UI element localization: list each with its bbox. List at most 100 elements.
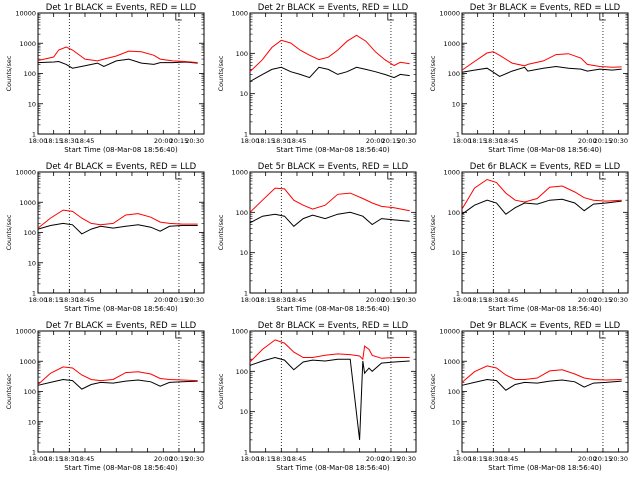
y-tick-label: 1000 (443, 169, 460, 177)
x-tick-label: 20:00 (366, 137, 385, 145)
chart-panel-5: Det 5r BLACK = Events, RED = LLD18:0018:… (217, 162, 417, 313)
x-axis-label: Start Time (08-Mar-08 18:56:40) (488, 146, 602, 154)
x-tick-label: 18:15 (468, 137, 487, 145)
chart-title: Det 2r BLACK = Events, RED = LLD (258, 3, 409, 13)
y-tick-label: 1 (244, 290, 248, 298)
x-tick-label: 20:00 (154, 137, 173, 145)
chart-title: Det 6r BLACK = Events, RED = LLD (470, 162, 621, 172)
chart-title: Det 9r BLACK = Events, RED = LLD (470, 321, 621, 331)
x-tick-label: 18:45 (288, 296, 307, 304)
x-tick-label: 18:00 (453, 455, 472, 463)
y-axis-label: Counts/sec (217, 55, 225, 91)
y-tick-label: 1000 (19, 199, 36, 207)
x-tick-label: 20:15 (382, 137, 401, 145)
series-lld-line (461, 178, 622, 210)
x-tick-label: 20:00 (578, 455, 597, 463)
x-axis-label: Start Time (08-Mar-08 18:56:40) (64, 305, 178, 313)
chart-panel-6: Det 6r BLACK = Events, RED = LLD18:0018:… (429, 162, 629, 313)
y-tick-label: 1 (32, 131, 36, 139)
x-tick-label: 18:45 (76, 137, 95, 145)
series-lld-line (249, 187, 410, 213)
series-events-line (249, 356, 410, 440)
x-axis-label: Start Time (08-Mar-08 18:56:40) (64, 146, 178, 154)
x-tick-label: 20:30 (397, 455, 416, 463)
y-tick-label: 100 (24, 70, 36, 78)
marker-bracket (599, 172, 606, 180)
y-axis-label: Counts/sec (217, 373, 225, 409)
y-tick-label: 10000 (15, 169, 36, 177)
y-axis-label: Counts/sec (5, 373, 13, 409)
x-tick-label: 18:15 (256, 296, 275, 304)
y-tick-label: 1 (456, 449, 460, 457)
x-tick-label: 18:15 (44, 137, 63, 145)
x-axis-label: Start Time (08-Mar-08 18:56:40) (276, 464, 390, 472)
x-tick-label: 18:15 (468, 296, 487, 304)
chart-panel-3: Det 3r BLACK = Events, RED = LLD18:0018:… (429, 3, 629, 154)
marker-bracket (387, 172, 394, 180)
x-tick-label: 18:45 (288, 455, 307, 463)
series-events-line (461, 378, 622, 391)
series-lld-line (461, 51, 622, 71)
x-tick-label: 18:45 (500, 296, 519, 304)
x-tick-label: 18:30 (484, 296, 503, 304)
x-tick-label: 18:15 (44, 296, 63, 304)
chart-title: Det 8r BLACK = Events, RED = LLD (258, 321, 409, 331)
x-tick-label: 20:15 (382, 455, 401, 463)
x-tick-label: 20:15 (170, 137, 189, 145)
y-axis-label: Counts/sec (5, 55, 13, 91)
plot-frame (249, 330, 417, 453)
marker-bracket (175, 13, 182, 21)
chart-panel-2: Det 2r BLACK = Events, RED = LLD18:0018:… (217, 3, 417, 154)
x-tick-label: 18:30 (484, 455, 503, 463)
marker-bracket (175, 331, 182, 339)
y-tick-label: 1000 (19, 358, 36, 366)
y-tick-label: 1 (456, 290, 460, 298)
chart-title: Det 1r BLACK = Events, RED = LLD (46, 3, 197, 13)
x-tick-label: 18:00 (29, 137, 48, 145)
y-tick-label: 100 (236, 368, 248, 376)
y-tick-label: 1 (32, 290, 36, 298)
y-tick-label: 100 (448, 388, 460, 396)
y-tick-label: 1000 (443, 40, 460, 48)
series-events-line (249, 66, 410, 82)
x-axis-label: Start Time (08-Mar-08 18:56:40) (488, 464, 602, 472)
plot-frame (249, 171, 417, 294)
series-events-line (249, 211, 410, 227)
x-tick-label: 18:30 (272, 455, 291, 463)
x-tick-label: 20:00 (366, 296, 385, 304)
x-tick-label: 20:15 (594, 137, 613, 145)
chart-panel-7: Det 7r BLACK = Events, RED = LLD18:0018:… (5, 321, 205, 472)
series-events-line (37, 58, 198, 69)
y-tick-label: 10000 (15, 328, 36, 336)
series-lld-line (37, 46, 198, 64)
plot-frame (461, 171, 629, 294)
y-tick-label: 10 (452, 418, 460, 426)
x-tick-label: 20:30 (397, 137, 416, 145)
series-lld-line (37, 366, 198, 385)
x-tick-label: 18:15 (44, 455, 63, 463)
x-tick-label: 18:00 (241, 137, 260, 145)
chart-panel-8: Det 8r BLACK = Events, RED = LLD18:0018:… (217, 321, 417, 472)
y-tick-label: 1000 (231, 169, 248, 177)
x-tick-label: 18:30 (60, 296, 79, 304)
series-events-line (37, 378, 198, 390)
y-tick-label: 1000 (443, 358, 460, 366)
x-tick-label: 18:00 (29, 455, 48, 463)
x-tick-label: 18:45 (76, 296, 95, 304)
x-tick-label: 20:30 (609, 137, 628, 145)
series-lld-line (461, 365, 622, 383)
x-tick-label: 20:00 (154, 455, 173, 463)
y-tick-label: 100 (24, 229, 36, 237)
y-tick-label: 10 (240, 249, 248, 257)
series-events-line (461, 65, 622, 77)
x-tick-label: 20:30 (185, 296, 204, 304)
chart-title: Det 3r BLACK = Events, RED = LLD (470, 3, 621, 13)
x-tick-label: 20:30 (185, 137, 204, 145)
x-tick-label: 18:30 (60, 137, 79, 145)
y-tick-label: 10 (240, 408, 248, 416)
series-lld-line (37, 209, 198, 229)
chart-panel-9: Det 9r BLACK = Events, RED = LLD 18:00 18:… (429, 321, 629, 472)
x-tick-label: 20:30 (397, 296, 416, 304)
x-tick-label: 20:00 (366, 455, 385, 463)
y-tick-label: 1 (244, 449, 248, 457)
